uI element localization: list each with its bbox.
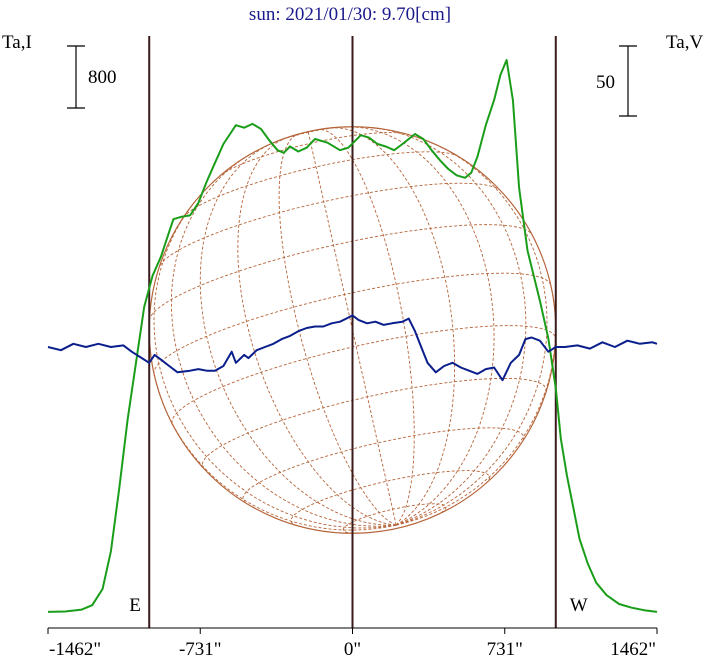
x-tick-label: 0" bbox=[344, 639, 361, 660]
scale-bar-right bbox=[619, 45, 637, 117]
x-tick-label: 1462" bbox=[610, 639, 656, 660]
x-tick-label: -731" bbox=[179, 639, 222, 660]
disk-meridian bbox=[345, 126, 495, 526]
x-tick-label: -1462" bbox=[49, 639, 101, 660]
limb-label-e: E bbox=[129, 595, 141, 616]
disk-parallel bbox=[201, 377, 547, 470]
disk-parallel bbox=[290, 470, 491, 527]
disk-parallel bbox=[148, 224, 533, 321]
disk-meridian bbox=[318, 129, 415, 526]
disk-meridian bbox=[328, 127, 456, 526]
disk-meridian bbox=[170, 154, 397, 527]
disk-parallel bbox=[242, 427, 525, 504]
scale-bar-right-label: 50 bbox=[596, 72, 615, 93]
series-line-v bbox=[47, 314, 658, 382]
x-axis-ticks: -1462" -731" 0" 731" 1462" bbox=[47, 628, 658, 660]
disk-meridian bbox=[153, 374, 397, 531]
limb-label-w: W bbox=[570, 595, 588, 616]
y-axis-label-left: Ta,I bbox=[2, 32, 32, 53]
disk-meridian bbox=[371, 127, 527, 526]
scale-bar-left-label: 800 bbox=[88, 67, 117, 88]
y-axis-label-right: Ta,V bbox=[666, 32, 703, 53]
disk-meridian bbox=[199, 142, 397, 526]
scale-bar-left bbox=[67, 45, 85, 109]
disk-meridian bbox=[395, 141, 548, 526]
x-tick-label: 731" bbox=[487, 639, 523, 660]
series-line-i bbox=[47, 59, 658, 613]
series-group bbox=[47, 59, 658, 613]
disk-parallel bbox=[272, 126, 346, 144]
disk-parallel bbox=[159, 182, 500, 266]
chart-title: sun: 2021/01/30: 9.70[cm] bbox=[249, 4, 451, 25]
disk-meridian bbox=[278, 133, 397, 526]
disk-parallel bbox=[182, 151, 458, 218]
disk-meridian bbox=[237, 136, 397, 526]
disk-meridian bbox=[307, 131, 397, 526]
disk-meridian bbox=[395, 285, 557, 526]
disk-meridian bbox=[153, 191, 397, 529]
